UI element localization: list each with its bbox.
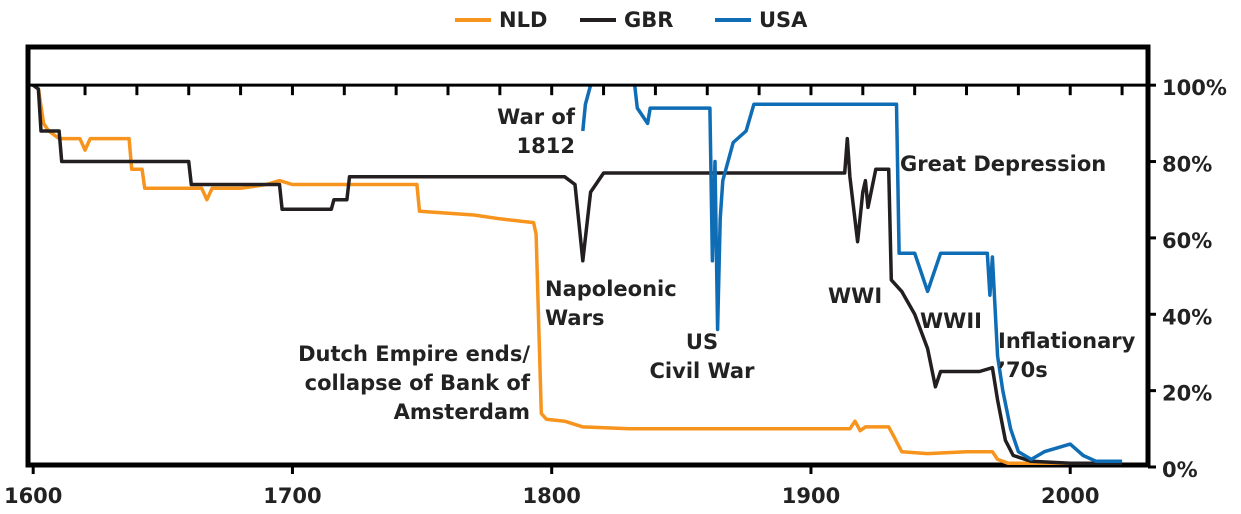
annotation: WWI bbox=[828, 284, 882, 308]
y-tick-label: 80% bbox=[1162, 153, 1212, 177]
annotation: Inflationary bbox=[998, 329, 1136, 353]
annotation: US bbox=[686, 330, 718, 354]
series-line bbox=[32, 85, 1097, 465]
annotation: WWII bbox=[920, 309, 982, 333]
annotation: Napoleonic bbox=[545, 277, 677, 301]
legend-label: GBR bbox=[624, 8, 673, 32]
legend-label: NLD bbox=[499, 8, 547, 32]
annotation: ’70s bbox=[998, 358, 1048, 382]
series-lines bbox=[32, 85, 1123, 465]
y-tick-label: 0% bbox=[1162, 458, 1198, 482]
annotation: 1812 bbox=[517, 134, 575, 158]
plot-frame bbox=[25, 44, 1151, 468]
y-tick-label: 100% bbox=[1162, 76, 1227, 100]
y-tick-label: 60% bbox=[1162, 229, 1212, 253]
annotation: collapse of Bank of bbox=[305, 371, 531, 395]
x-tick-label: 1900 bbox=[782, 484, 840, 508]
annotation: War of bbox=[497, 105, 576, 129]
annotation: Dutch Empire ends/ bbox=[298, 342, 530, 366]
annotation: Great Depression bbox=[900, 152, 1106, 176]
annotation: Wars bbox=[545, 306, 604, 330]
annotation: Civil War bbox=[650, 359, 756, 383]
series-line bbox=[581, 85, 1123, 464]
y-tick-label: 40% bbox=[1162, 305, 1212, 329]
x-tick-label: 1600 bbox=[4, 484, 62, 508]
x-tick-label: 1700 bbox=[263, 484, 321, 508]
x-tick-label: 1800 bbox=[522, 484, 580, 508]
annotation: Amsterdam bbox=[394, 400, 530, 424]
legend-label: USA bbox=[759, 8, 808, 32]
x-tick-label: 2000 bbox=[1041, 484, 1099, 508]
series-line bbox=[32, 85, 1123, 465]
y-tick-label: 20% bbox=[1162, 382, 1212, 406]
